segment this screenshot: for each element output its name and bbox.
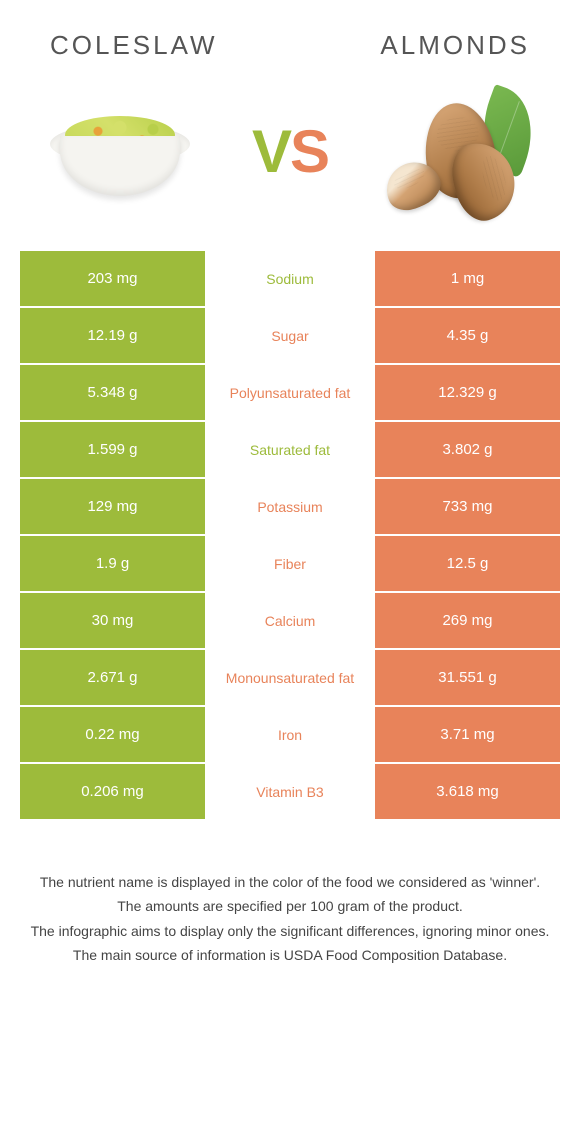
almonds-image (370, 81, 550, 221)
right-food-title: ALMONDS (380, 30, 530, 61)
table-row: 12.19 gSugar4.35 g (20, 308, 560, 363)
nutrient-label: Sugar (205, 308, 375, 363)
nutrient-label: Saturated fat (205, 422, 375, 477)
table-row: 5.348 gPolyunsaturated fat12.329 g (20, 365, 560, 420)
table-row: 203 mgSodium1 mg (20, 251, 560, 306)
table-row: 0.206 mgVitamin B33.618 mg (20, 764, 560, 819)
nutrient-label: Calcium (205, 593, 375, 648)
nutrient-label: Vitamin B3 (205, 764, 375, 819)
nutrient-label: Fiber (205, 536, 375, 591)
footer-line: The main source of information is USDA F… (30, 944, 550, 966)
right-value: 31.551 g (375, 650, 560, 705)
nutrient-table: 203 mgSodium1 mg12.19 gSugar4.35 g5.348 … (20, 251, 560, 819)
left-value: 5.348 g (20, 365, 205, 420)
left-food-title: COLESLAW (50, 30, 218, 61)
images-row: VS (0, 71, 580, 251)
vs-s: S (290, 118, 328, 185)
left-value: 2.671 g (20, 650, 205, 705)
nutrient-label: Iron (205, 707, 375, 762)
right-value: 269 mg (375, 593, 560, 648)
footer-notes: The nutrient name is displayed in the co… (0, 821, 580, 989)
right-value: 4.35 g (375, 308, 560, 363)
nutrient-label: Monounsaturated fat (205, 650, 375, 705)
table-row: 2.671 gMonounsaturated fat31.551 g (20, 650, 560, 705)
left-value: 129 mg (20, 479, 205, 534)
left-value: 203 mg (20, 251, 205, 306)
left-value: 12.19 g (20, 308, 205, 363)
table-row: 129 mgPotassium733 mg (20, 479, 560, 534)
nutrient-label: Polyunsaturated fat (205, 365, 375, 420)
footer-line: The infographic aims to display only the… (30, 920, 550, 942)
left-value: 0.22 mg (20, 707, 205, 762)
right-value: 3.71 mg (375, 707, 560, 762)
right-value: 12.329 g (375, 365, 560, 420)
left-value: 30 mg (20, 593, 205, 648)
table-row: 1.599 gSaturated fat3.802 g (20, 422, 560, 477)
right-value: 1 mg (375, 251, 560, 306)
nutrient-label: Sodium (205, 251, 375, 306)
coleslaw-image (30, 81, 210, 221)
table-row: 0.22 mgIron3.71 mg (20, 707, 560, 762)
right-value: 733 mg (375, 479, 560, 534)
nutrient-label: Potassium (205, 479, 375, 534)
right-value: 3.618 mg (375, 764, 560, 819)
left-value: 0.206 mg (20, 764, 205, 819)
footer-line: The amounts are specified per 100 gram o… (30, 895, 550, 917)
footer-line: The nutrient name is displayed in the co… (30, 871, 550, 893)
table-row: 1.9 gFiber12.5 g (20, 536, 560, 591)
table-row: 30 mgCalcium269 mg (20, 593, 560, 648)
left-value: 1.599 g (20, 422, 205, 477)
right-value: 3.802 g (375, 422, 560, 477)
vs-v: V (252, 118, 290, 185)
vs-label: VS (252, 117, 328, 186)
right-value: 12.5 g (375, 536, 560, 591)
header: COLESLAW ALMONDS (0, 0, 580, 71)
left-value: 1.9 g (20, 536, 205, 591)
